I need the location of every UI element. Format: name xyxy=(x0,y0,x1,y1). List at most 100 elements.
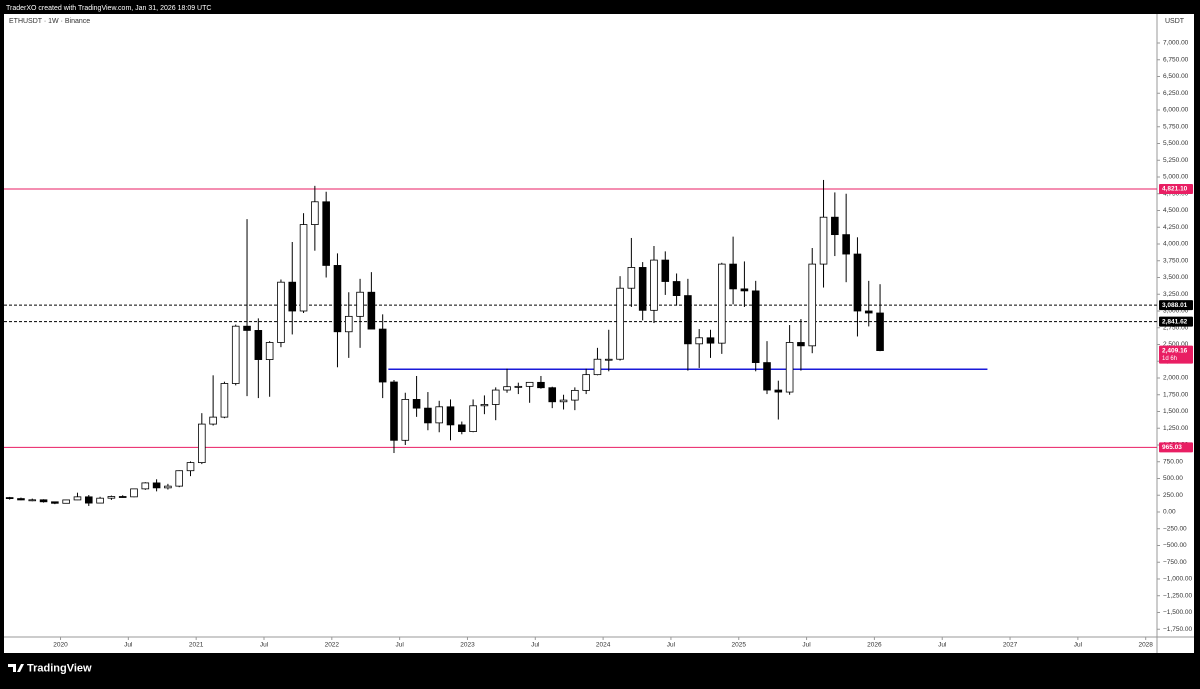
y-tick-label: 1,250.00 xyxy=(1163,425,1189,432)
y-tick-label: 3,250.00 xyxy=(1163,291,1189,298)
candle-body xyxy=(333,265,342,333)
candle-body xyxy=(616,287,624,360)
candle-body xyxy=(299,224,308,312)
currency: USDT xyxy=(1165,18,1185,25)
candle-body xyxy=(198,423,206,464)
candle-body xyxy=(175,470,184,487)
y-tick-label: 4,000.00 xyxy=(1163,241,1189,248)
candle-body xyxy=(559,399,568,403)
candle-body xyxy=(480,404,489,407)
candle-body xyxy=(593,358,602,376)
y-tick-label: 2,500.00 xyxy=(1163,341,1189,348)
y-tick-label: 3,000.00 xyxy=(1163,308,1189,315)
candle-body xyxy=(831,216,839,236)
candle-body xyxy=(231,325,240,384)
candle-body xyxy=(28,499,37,502)
candle-body xyxy=(152,482,161,489)
candle-body xyxy=(277,281,285,343)
candle-body xyxy=(390,381,398,441)
candle-body xyxy=(650,259,658,311)
y-tick-label: 4,250.00 xyxy=(1163,224,1189,231)
y-tick-label: 500.00 xyxy=(1163,475,1183,482)
x-tick-label: 2022 xyxy=(325,642,340,649)
x-tick-label: 2020 xyxy=(53,642,68,649)
y-tick-label: 0.00 xyxy=(1163,509,1176,516)
level-label-box xyxy=(1159,300,1193,311)
plot: 7,000.00 6,750.00 6,500.00 6,250.00 6,000.00… xyxy=(4,40,1193,649)
candle-body xyxy=(729,263,737,290)
candle-body xyxy=(39,499,48,503)
candle-body xyxy=(254,330,263,360)
candle-body xyxy=(876,312,884,351)
x-tick-label: Jul xyxy=(667,642,676,649)
candle-body xyxy=(435,406,443,424)
candle-body xyxy=(842,234,850,255)
candle-body xyxy=(5,497,14,499)
candle-body xyxy=(672,281,681,296)
x-tick-label: 2021 xyxy=(189,642,204,649)
candle-body xyxy=(17,498,25,501)
candle-body xyxy=(774,389,783,393)
countdown: 1d 6h xyxy=(1162,356,1177,362)
candle-body xyxy=(118,496,127,498)
candle-body xyxy=(265,342,274,360)
candle-body xyxy=(514,385,523,388)
candle-body xyxy=(344,315,353,333)
y-tick-label: 5,500.00 xyxy=(1163,140,1189,147)
candle-body xyxy=(51,501,59,504)
y-tick-label: 2,000.00 xyxy=(1163,375,1189,382)
candle-body xyxy=(661,259,670,282)
candle-body xyxy=(458,424,466,432)
x-tick-label: Jul xyxy=(938,642,947,649)
x-tick-label: 2024 xyxy=(596,642,611,649)
brand: TradingView xyxy=(27,662,92,674)
x-tick-label: 2028 xyxy=(1138,642,1153,649)
candle-body xyxy=(491,389,500,405)
y-tick-label: 1,750.00 xyxy=(1163,391,1189,398)
x-tick-label: Jul xyxy=(1074,642,1083,649)
candle-body xyxy=(503,386,511,391)
candle-body xyxy=(864,310,873,314)
candle-body xyxy=(797,342,805,347)
candle-body xyxy=(130,488,138,498)
chart-area xyxy=(4,14,1194,653)
y-tick-label: 6,000.00 xyxy=(1163,107,1189,114)
x-tick-label: 2025 xyxy=(732,642,747,649)
y-tick-label: 3,500.00 xyxy=(1163,274,1189,281)
candle-body xyxy=(424,407,432,424)
candle-body xyxy=(164,485,172,489)
x-tick-label: Jul xyxy=(124,642,133,649)
y-tick-label: 250.00 xyxy=(1163,492,1183,499)
x-tick-label: Jul xyxy=(260,642,269,649)
candle-body xyxy=(186,462,195,472)
candle-body xyxy=(141,482,150,490)
level-label-box xyxy=(1159,183,1193,194)
candle-body xyxy=(469,405,477,432)
candle-body xyxy=(356,291,364,317)
candle-body xyxy=(62,499,70,504)
candle-body xyxy=(107,496,116,499)
candle-body xyxy=(311,201,319,225)
candle-body xyxy=(706,337,715,344)
candle-body xyxy=(638,267,647,311)
x-tick-label: 2027 xyxy=(1003,642,1018,649)
y-tick-label: −1,500.00 xyxy=(1163,609,1192,616)
candle-body xyxy=(740,288,749,292)
y-tick-label: −750.00 xyxy=(1163,559,1187,566)
candle-body xyxy=(243,325,251,331)
last-price-label: 2,409.16 xyxy=(1162,347,1188,354)
candle-body xyxy=(209,416,217,425)
level-label-box xyxy=(1159,316,1193,327)
level-label: 4,821.10 xyxy=(1162,186,1188,193)
y-tick-label: −1,750.00 xyxy=(1163,626,1192,633)
candle-body xyxy=(571,389,579,401)
candle-body xyxy=(84,496,93,504)
header: TraderXO created with TradingView.com, J… xyxy=(6,5,211,12)
candle-body xyxy=(582,374,590,391)
y-tick-label: −500.00 xyxy=(1163,542,1187,549)
candle-body xyxy=(763,362,771,391)
candle-body xyxy=(220,383,229,418)
last-price-box xyxy=(1159,345,1193,364)
y-tick-label: 750.00 xyxy=(1163,458,1183,465)
